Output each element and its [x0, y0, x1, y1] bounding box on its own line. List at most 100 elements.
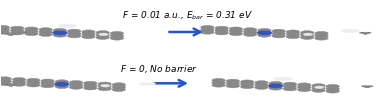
- Circle shape: [112, 88, 125, 92]
- Circle shape: [215, 31, 228, 35]
- Circle shape: [12, 78, 26, 81]
- Circle shape: [367, 32, 371, 33]
- Circle shape: [39, 28, 53, 32]
- Circle shape: [4, 84, 9, 85]
- Circle shape: [54, 82, 69, 86]
- Circle shape: [67, 32, 81, 36]
- Circle shape: [212, 81, 225, 85]
- Circle shape: [112, 85, 125, 89]
- Circle shape: [96, 36, 110, 39]
- Circle shape: [229, 27, 243, 31]
- Circle shape: [201, 30, 214, 34]
- Circle shape: [243, 28, 257, 32]
- Circle shape: [98, 84, 112, 88]
- Circle shape: [201, 25, 214, 29]
- Circle shape: [41, 81, 54, 85]
- Text: $F$ = 0.01 a.u., $E_{bar}$ = 0.31 eV: $F$ = 0.01 a.u., $E_{bar}$ = 0.31 eV: [122, 9, 253, 22]
- Circle shape: [12, 33, 17, 35]
- Circle shape: [55, 80, 68, 84]
- Circle shape: [99, 33, 108, 36]
- Circle shape: [82, 30, 95, 34]
- Circle shape: [145, 82, 156, 85]
- Circle shape: [41, 84, 54, 88]
- Circle shape: [25, 32, 38, 36]
- Circle shape: [272, 32, 285, 36]
- Circle shape: [369, 86, 373, 87]
- Circle shape: [268, 84, 283, 88]
- Circle shape: [23, 32, 27, 33]
- Circle shape: [301, 31, 314, 35]
- Circle shape: [58, 24, 70, 28]
- Circle shape: [82, 35, 95, 39]
- Circle shape: [326, 84, 339, 88]
- Circle shape: [0, 79, 11, 83]
- Circle shape: [342, 29, 353, 33]
- Circle shape: [361, 86, 366, 87]
- Circle shape: [312, 84, 325, 88]
- Circle shape: [314, 86, 324, 89]
- Circle shape: [17, 32, 21, 33]
- Circle shape: [110, 36, 124, 40]
- Circle shape: [69, 81, 83, 84]
- Circle shape: [315, 34, 328, 38]
- Circle shape: [283, 85, 297, 88]
- Circle shape: [84, 84, 97, 88]
- Circle shape: [0, 28, 10, 32]
- Circle shape: [41, 79, 54, 83]
- Circle shape: [56, 31, 65, 33]
- Circle shape: [283, 82, 297, 86]
- Circle shape: [10, 26, 24, 30]
- Circle shape: [110, 34, 124, 38]
- Circle shape: [272, 84, 281, 86]
- Circle shape: [280, 77, 292, 81]
- Circle shape: [58, 82, 67, 85]
- Circle shape: [229, 32, 243, 36]
- Circle shape: [0, 77, 11, 81]
- Circle shape: [315, 36, 328, 40]
- Circle shape: [0, 25, 10, 29]
- Circle shape: [362, 32, 369, 34]
- Circle shape: [258, 28, 271, 32]
- Circle shape: [286, 30, 300, 34]
- Circle shape: [53, 31, 67, 35]
- Circle shape: [258, 33, 271, 37]
- Circle shape: [240, 80, 254, 84]
- Circle shape: [26, 83, 40, 87]
- Circle shape: [26, 78, 40, 82]
- Circle shape: [348, 29, 359, 33]
- Circle shape: [69, 83, 83, 87]
- Circle shape: [67, 29, 81, 33]
- Circle shape: [84, 86, 97, 90]
- Circle shape: [240, 82, 254, 86]
- Circle shape: [240, 85, 254, 89]
- Circle shape: [53, 28, 67, 32]
- Circle shape: [326, 89, 339, 93]
- Circle shape: [25, 29, 38, 33]
- Circle shape: [226, 79, 240, 83]
- Circle shape: [4, 33, 9, 35]
- Circle shape: [96, 31, 110, 35]
- Circle shape: [297, 83, 311, 87]
- Circle shape: [215, 26, 228, 30]
- Circle shape: [96, 33, 110, 37]
- Circle shape: [0, 82, 11, 86]
- Circle shape: [272, 34, 285, 38]
- Circle shape: [201, 28, 214, 32]
- Circle shape: [255, 81, 268, 85]
- Circle shape: [12, 84, 17, 85]
- Circle shape: [19, 32, 25, 33]
- Circle shape: [364, 86, 370, 88]
- Circle shape: [64, 24, 76, 28]
- Circle shape: [243, 30, 257, 34]
- Circle shape: [10, 31, 24, 35]
- Circle shape: [215, 29, 228, 32]
- Circle shape: [101, 84, 110, 87]
- Circle shape: [269, 86, 282, 90]
- Circle shape: [255, 83, 268, 87]
- Circle shape: [84, 81, 97, 85]
- Circle shape: [140, 82, 150, 85]
- Circle shape: [69, 85, 83, 89]
- Circle shape: [12, 80, 26, 84]
- Circle shape: [312, 88, 325, 92]
- Circle shape: [26, 81, 40, 85]
